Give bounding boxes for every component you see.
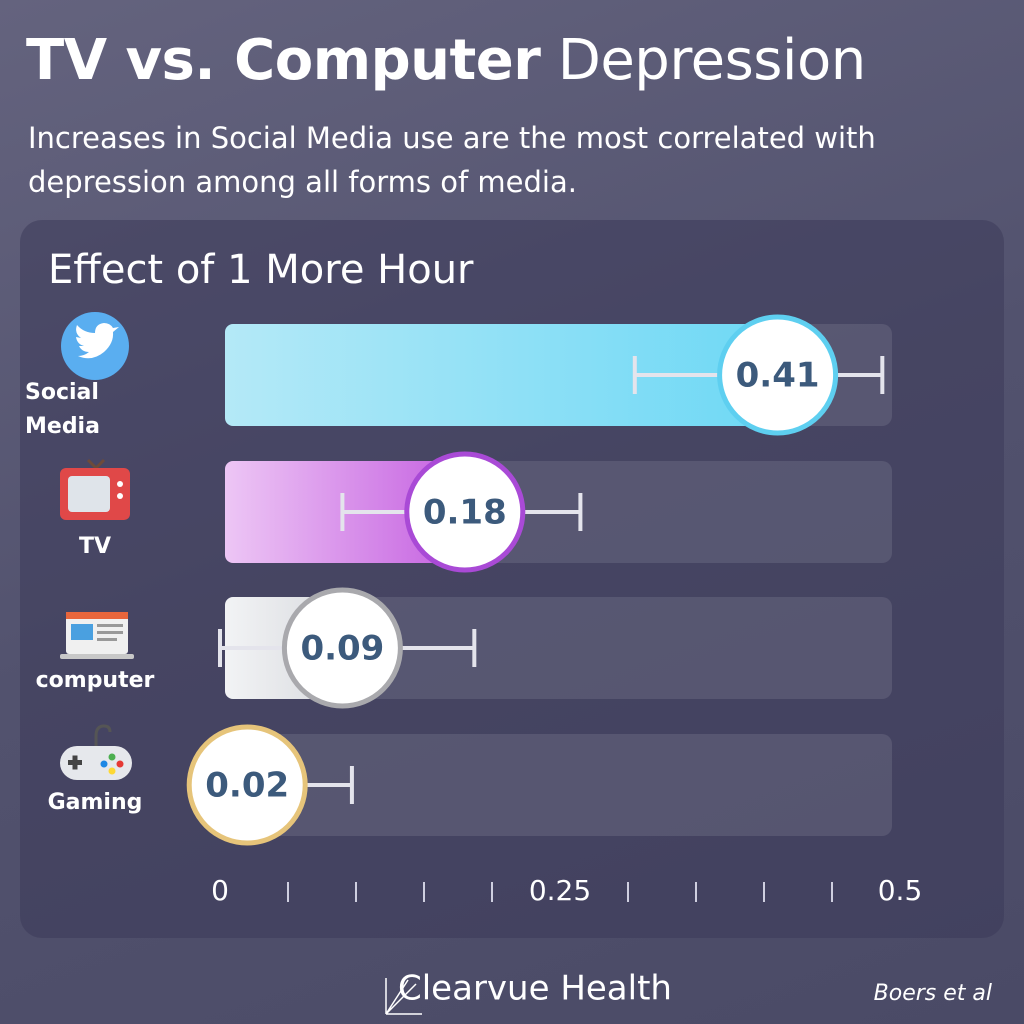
category-label: TV	[78, 534, 112, 559]
gamepad-icon	[60, 724, 132, 780]
value-label: 0.02	[205, 766, 289, 806]
category-label: Gaming	[47, 790, 143, 815]
title-rest: Depression	[557, 28, 867, 93]
value-marker	[186, 724, 308, 846]
value-marker	[404, 451, 526, 573]
bar-track	[225, 734, 892, 836]
bar	[225, 324, 783, 426]
twitter-icon	[61, 312, 129, 380]
tv-icon	[60, 458, 130, 520]
source: Boers et al	[874, 981, 992, 1006]
brand-logo	[385, 978, 422, 1015]
x-tick-label: 0	[211, 874, 229, 907]
value-marker	[281, 587, 403, 709]
computer-icon	[60, 612, 134, 659]
chart-title: Effect of 1 More Hour	[48, 247, 474, 293]
category-label: Social Media	[25, 380, 100, 439]
x-tick-label: 0.5	[878, 874, 923, 907]
category-label: computer	[35, 668, 155, 693]
x-tick-label: 0.25	[529, 874, 591, 907]
value-label: 0.18	[423, 493, 507, 533]
value-label: 0.09	[300, 629, 384, 669]
brand: Clearvue Health	[398, 969, 672, 1009]
value-label: 0.41	[736, 356, 820, 396]
subtitle: Increases in Social Media use are the mo…	[28, 121, 876, 199]
value-marker	[717, 314, 839, 436]
title: TV vs. Computer Depression	[26, 28, 866, 93]
title-bold: TV vs. Computer	[26, 28, 541, 93]
